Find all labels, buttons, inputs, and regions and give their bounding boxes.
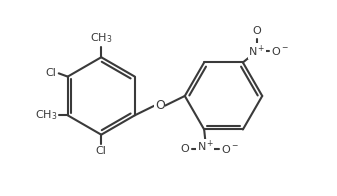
Text: O: O [155,99,165,112]
Text: O: O [180,144,189,154]
Text: Cl: Cl [46,68,57,78]
Text: CH$_3$: CH$_3$ [90,31,113,45]
Text: Cl: Cl [96,146,107,156]
Text: O$^-$: O$^-$ [271,45,289,57]
Text: N$^+$: N$^+$ [196,139,214,154]
Text: O: O [253,25,262,35]
Text: CH$_3$: CH$_3$ [35,108,57,122]
Text: O$^-$: O$^-$ [221,143,239,155]
Text: N$^+$: N$^+$ [248,43,266,59]
